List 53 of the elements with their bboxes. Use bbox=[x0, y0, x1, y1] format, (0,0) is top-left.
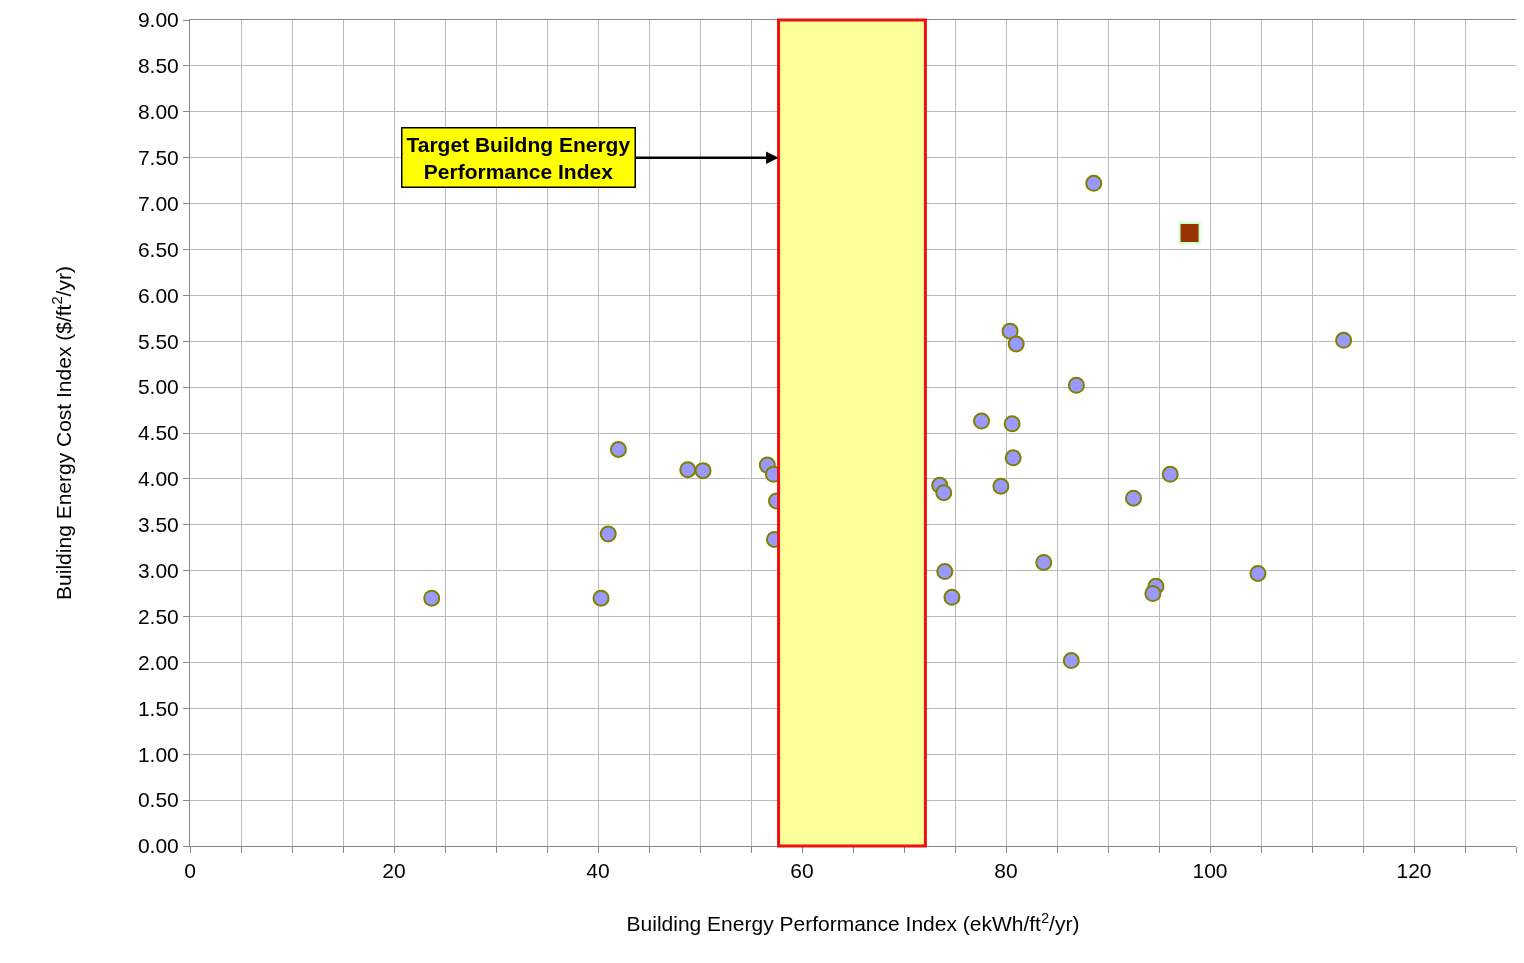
y-tick-label: 2.50 bbox=[137, 604, 179, 628]
point bbox=[1125, 489, 1142, 507]
point bbox=[679, 461, 697, 479]
x-tick-label: 60 bbox=[790, 859, 814, 883]
y-tick-label: 4.00 bbox=[137, 467, 179, 491]
point bbox=[1062, 652, 1080, 670]
point bbox=[936, 563, 954, 581]
point bbox=[1001, 322, 1019, 340]
point bbox=[973, 412, 991, 430]
point bbox=[1085, 174, 1103, 192]
y-tick-label: 6.50 bbox=[137, 237, 179, 261]
y-tick-label: 1.00 bbox=[137, 742, 179, 766]
y-tick-label: 5.50 bbox=[137, 329, 179, 353]
y-tick-label: 9.00 bbox=[137, 8, 179, 32]
y-tick-label: 6.00 bbox=[137, 283, 179, 307]
point bbox=[1178, 221, 1201, 244]
x-tick-label: 0 bbox=[184, 859, 196, 883]
x-axis-title: Building Energy Performance Index (ekWh/ft$^{2}$/yr) bbox=[626, 909, 1080, 936]
y-tick-label: 3.50 bbox=[137, 513, 179, 537]
band-label: Target Buildng Energy Performance Index bbox=[406, 132, 631, 183]
y-tick-label: 8.00 bbox=[137, 100, 179, 124]
x-tick-label: 20 bbox=[382, 859, 406, 883]
x-tick-label: 120 bbox=[1396, 859, 1432, 883]
y-tick-label: 8.50 bbox=[137, 54, 179, 78]
point bbox=[935, 484, 953, 502]
x-tick-label: 40 bbox=[586, 859, 610, 883]
y-tick-label: 7.50 bbox=[137, 146, 179, 170]
y-tick-label: 2.00 bbox=[137, 650, 179, 674]
point bbox=[1004, 449, 1022, 467]
point bbox=[423, 589, 441, 607]
point bbox=[1335, 331, 1353, 349]
x-tick-label: 80 bbox=[994, 859, 1018, 883]
point bbox=[992, 477, 1010, 495]
point bbox=[609, 441, 627, 459]
point bbox=[1003, 415, 1021, 433]
point bbox=[1161, 465, 1179, 483]
point bbox=[599, 525, 617, 543]
y-tick-label: 5.00 bbox=[137, 375, 179, 399]
y-tick-label: 7.00 bbox=[137, 191, 179, 215]
x-tick-label: 100 bbox=[1192, 859, 1228, 883]
point bbox=[694, 462, 712, 480]
point bbox=[592, 589, 610, 607]
y-tick-label: 0.00 bbox=[137, 834, 179, 858]
point bbox=[1007, 335, 1025, 353]
point bbox=[1067, 376, 1085, 394]
y-tick-label: 3.00 bbox=[137, 559, 179, 583]
y-tick-label: 0.50 bbox=[137, 788, 179, 812]
point bbox=[1249, 564, 1267, 582]
y-tick-label: 4.50 bbox=[137, 421, 179, 445]
point bbox=[1144, 585, 1162, 603]
y-tick-label: 1.50 bbox=[137, 696, 179, 720]
point bbox=[1035, 553, 1053, 571]
point bbox=[943, 588, 961, 606]
